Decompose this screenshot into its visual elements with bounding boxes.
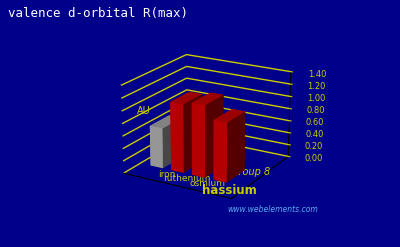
- Text: valence d-orbital R(max): valence d-orbital R(max): [8, 7, 188, 21]
- Text: www.webelements.com: www.webelements.com: [228, 205, 318, 214]
